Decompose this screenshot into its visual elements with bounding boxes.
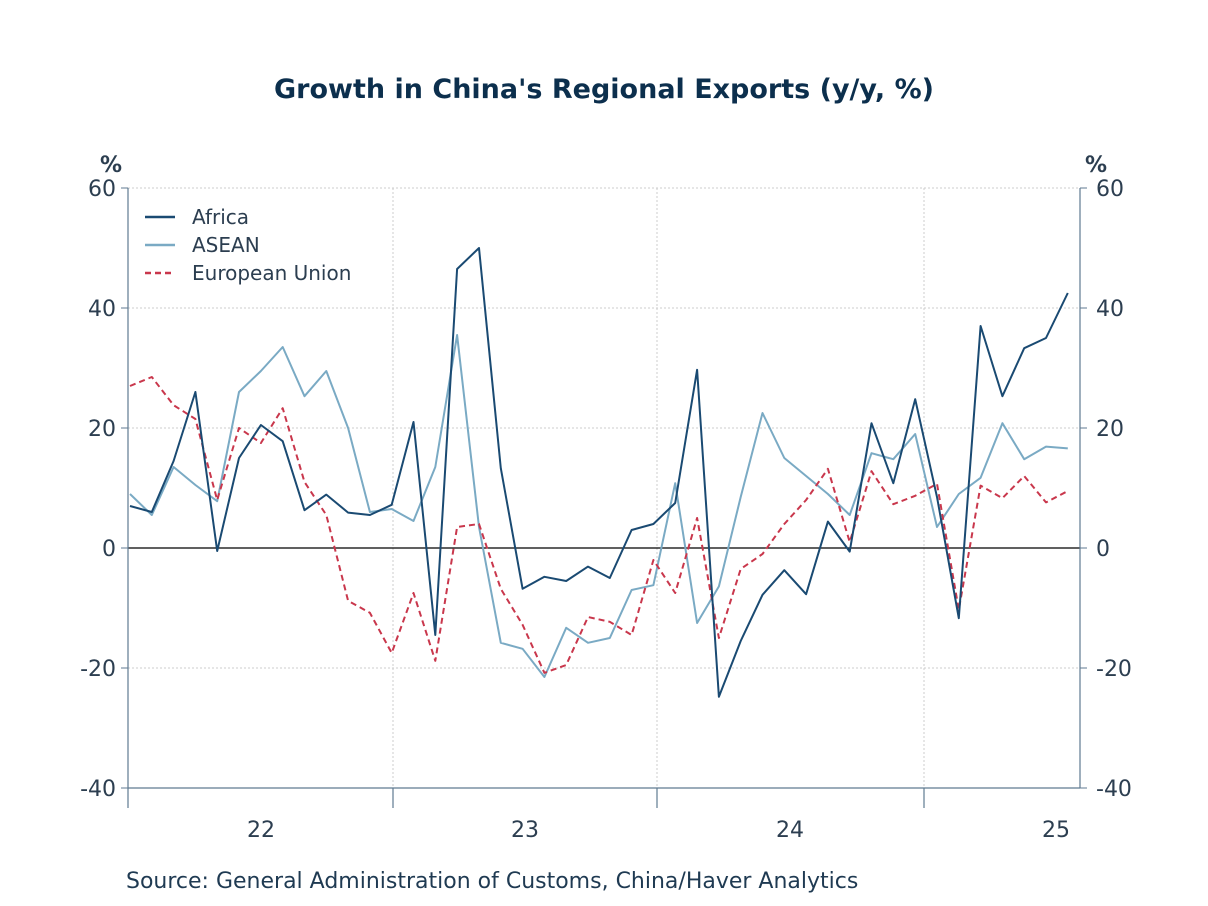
left-tick-label: 20 [88,417,116,442]
left-tick-label: -40 [80,777,116,802]
x-axis-ticks: 22 23 24 25 [127,788,1070,843]
series-line-european-union [129,376,1069,674]
legend-label: ASEAN [192,233,260,257]
right-tick-label: -40 [1096,777,1132,802]
right-tick-label: 40 [1096,297,1124,322]
left-tick-label: 60 [88,177,116,202]
legend-label: European Union [192,261,351,285]
legend-label: Africa [192,205,249,229]
series-line-asean [129,334,1068,678]
legend: Africa ASEAN European Union [145,205,351,285]
right-tick-label: 60 [1096,177,1124,202]
source-note: Source: General Administration of Custom… [126,869,859,894]
right-tick-label: -20 [1096,657,1132,682]
right-tick-label: 20 [1096,417,1124,442]
y-axis-label-right: % [1085,153,1107,178]
left-tick-label: -20 [80,657,116,682]
left-tick-label: 0 [102,537,116,562]
right-tick-label: 0 [1096,537,1110,562]
y-axis-label-left: % [100,153,122,178]
right-axis-ticks: 60 40 20 0 -20 -40 [1080,177,1132,802]
series-line-africa [129,247,1069,698]
left-axis-ticks: 60 40 20 0 -20 -40 [80,177,128,802]
left-tick-label: 40 [88,297,116,322]
x-tick-label: 25 [1042,818,1070,843]
series-lines [129,247,1069,698]
x-tick-label: 22 [247,818,275,843]
x-tick-label: 24 [776,818,804,843]
chart-title: Growth in China's Regional Exports (y/y,… [274,74,934,105]
axes [127,188,1081,789]
x-tick-label: 23 [511,818,539,843]
